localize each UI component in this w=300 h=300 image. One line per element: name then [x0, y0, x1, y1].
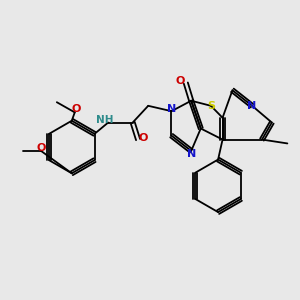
Text: O: O [36, 143, 46, 153]
Text: N: N [248, 101, 257, 111]
Text: O: O [176, 76, 185, 86]
Text: N: N [187, 149, 196, 159]
Text: S: S [207, 101, 215, 111]
Text: N: N [167, 104, 176, 114]
Text: O: O [72, 104, 81, 114]
Text: NH: NH [96, 115, 113, 124]
Text: O: O [139, 133, 148, 143]
